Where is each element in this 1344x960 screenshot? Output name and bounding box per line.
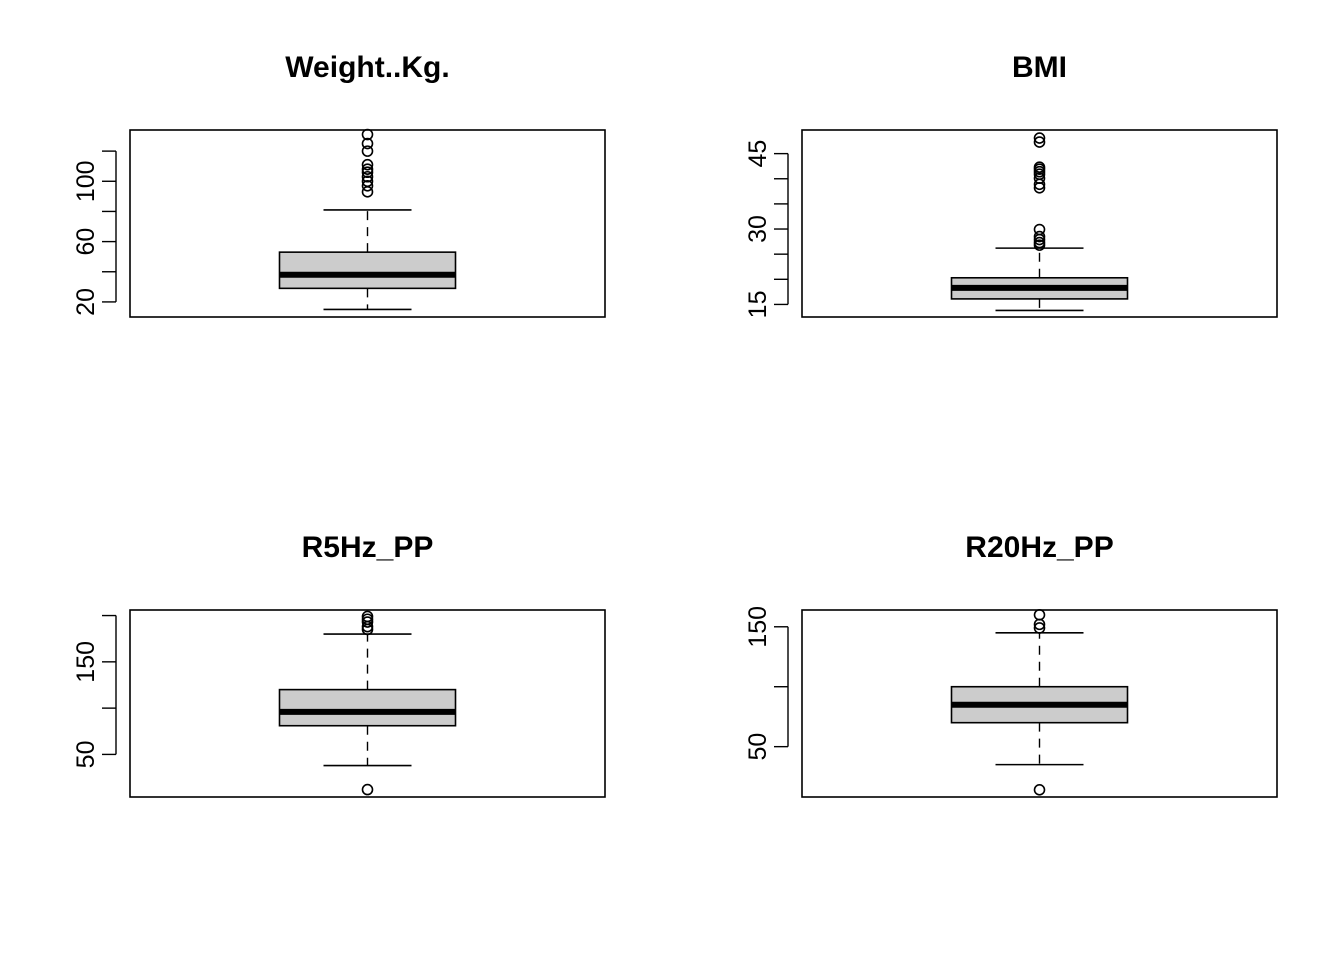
outlier-point	[361, 175, 374, 188]
y-tick-label: 150	[744, 606, 772, 648]
y-tick-label: 20	[72, 288, 100, 316]
y-tick-label: 50	[744, 733, 772, 761]
outlier-point	[361, 610, 374, 623]
outlier-point	[1033, 223, 1046, 236]
outlier-point	[1033, 161, 1046, 173]
panel-title: R5Hz_PP	[302, 531, 434, 564]
y-tick-label: 45	[744, 140, 772, 168]
outlier-point	[361, 128, 374, 141]
y-tick-label: 100	[72, 160, 100, 202]
outlier-point	[1033, 136, 1046, 148]
plot-frame	[801, 129, 1278, 318]
y-tick-label: 15	[744, 291, 772, 319]
outlier-point	[361, 158, 374, 171]
panel-weight: Weight..Kg. 20 60 100	[72, 51, 606, 318]
outlier-point	[361, 179, 374, 192]
outlier-point	[1033, 172, 1046, 185]
panel-r20hz-pp: R20Hz_PP 50 150	[744, 531, 1278, 798]
y-tick-label: 60	[72, 228, 100, 256]
panel-bmi: BMI 15 30 45	[744, 51, 1278, 319]
iqr-box	[278, 251, 457, 290]
outlier-point	[1033, 784, 1046, 796]
plot-frame	[129, 609, 606, 798]
outlier-point	[361, 163, 374, 176]
y-tick-label: 50	[72, 741, 100, 769]
outlier-point	[1033, 608, 1046, 621]
panel-title: Weight..Kg.	[285, 51, 449, 84]
outlier-point	[361, 170, 374, 183]
y-tick-label: 150	[72, 641, 100, 683]
panel-title: BMI	[1012, 51, 1067, 84]
outlier-point	[361, 783, 374, 796]
outlier-point	[361, 166, 374, 179]
outlier-point	[1033, 622, 1046, 634]
outlier-point	[1033, 236, 1046, 249]
panel-r5hz-pp: R5Hz_PP 50 150	[72, 531, 606, 798]
iqr-box	[278, 688, 457, 727]
outlier-point	[361, 137, 374, 150]
panel-title: R20Hz_PP	[965, 531, 1113, 564]
outlier-point	[1033, 132, 1046, 144]
outlier-point	[1033, 230, 1046, 243]
outlier-point	[361, 145, 374, 157]
y-tick-label: 30	[744, 215, 772, 243]
